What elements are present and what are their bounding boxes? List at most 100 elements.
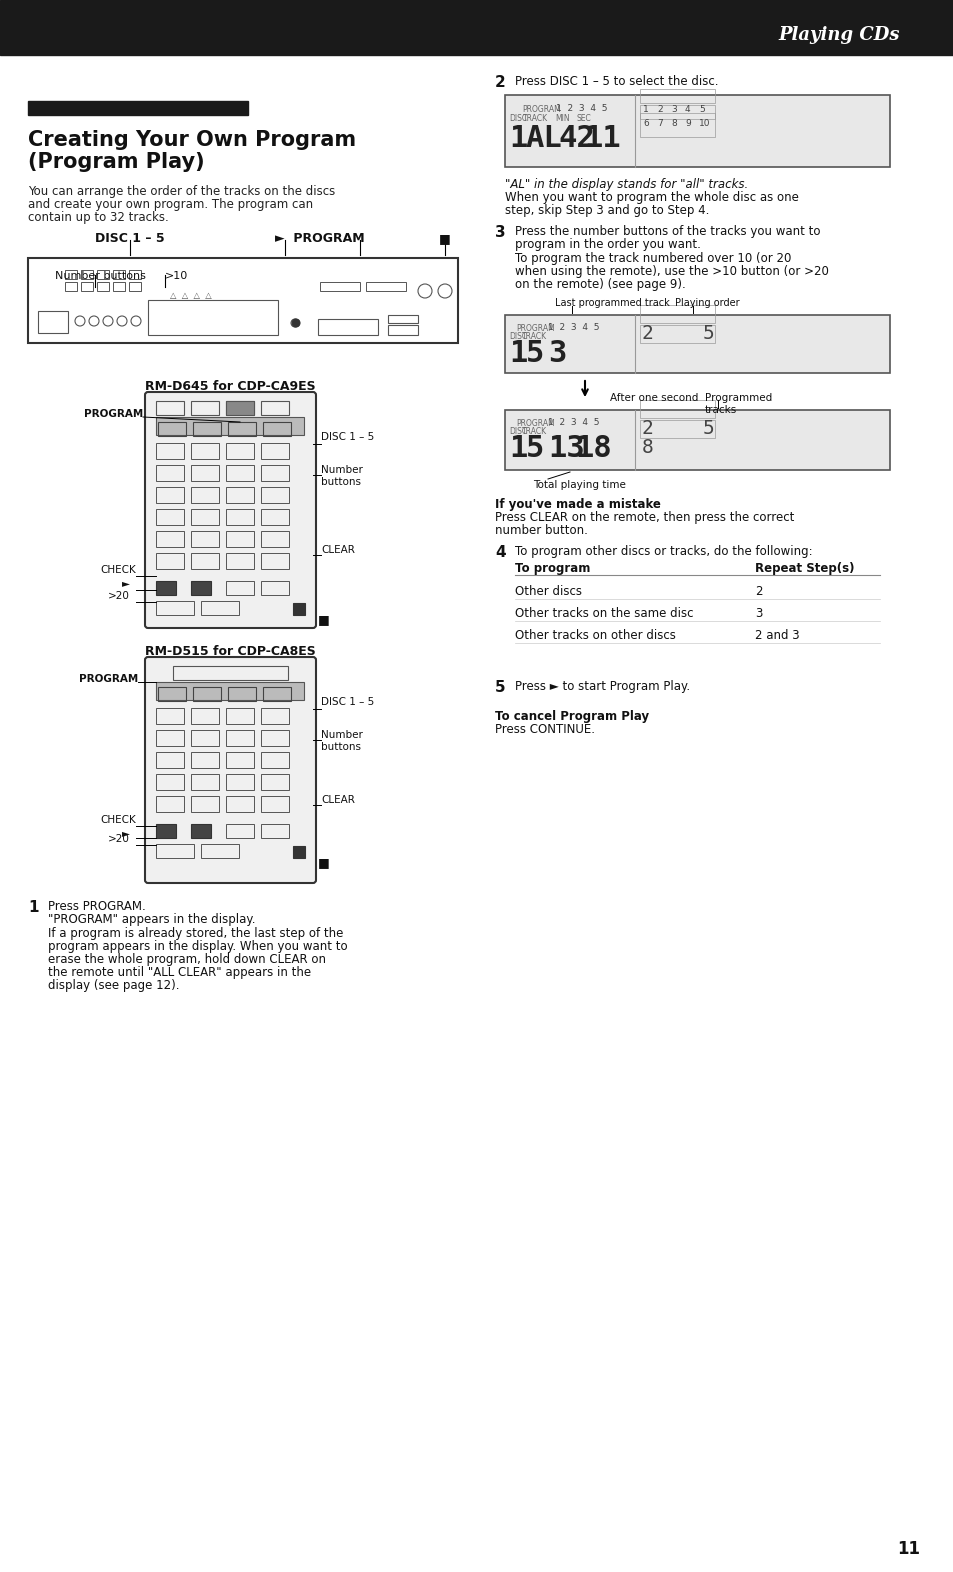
Text: 1: 1	[642, 105, 648, 115]
Bar	[261, 824, 289, 838]
Bar	[226, 443, 253, 459]
Bar	[226, 487, 253, 503]
Text: ■: ■	[317, 857, 330, 869]
Text: 7: 7	[657, 119, 662, 127]
Bar	[261, 582, 289, 594]
Bar	[226, 401, 253, 415]
Text: DISC 1 – 5: DISC 1 – 5	[320, 696, 374, 707]
Text: ■: ■	[438, 233, 451, 245]
Bar	[261, 729, 289, 747]
Text: and create your own program. The program can: and create your own program. The program…	[28, 198, 313, 211]
Bar	[191, 582, 211, 594]
Bar	[261, 751, 289, 769]
Bar	[191, 443, 219, 459]
Bar	[156, 729, 184, 747]
Bar	[261, 707, 289, 725]
Bar	[319, 281, 359, 291]
Bar	[639, 399, 714, 418]
Text: Press CONTINUE.: Press CONTINUE.	[495, 723, 595, 736]
Bar	[261, 509, 289, 525]
Bar	[226, 582, 253, 594]
Bar	[504, 410, 889, 470]
Text: 3: 3	[495, 225, 505, 241]
Bar	[112, 281, 125, 291]
Bar	[261, 553, 289, 569]
Bar	[639, 305, 714, 322]
Bar	[28, 258, 457, 343]
Bar	[263, 687, 291, 701]
Bar	[129, 281, 141, 291]
Text: TRACK: TRACK	[522, 115, 548, 123]
Text: △  △  △  △: △ △ △ △	[170, 291, 212, 300]
Text: 6: 6	[642, 119, 648, 127]
Bar	[191, 465, 219, 481]
Text: display (see page 12).: display (see page 12).	[48, 979, 179, 992]
Bar	[28, 101, 248, 115]
Text: 1  2  3  4  5: 1 2 3 4 5	[556, 104, 607, 113]
Text: 8: 8	[670, 119, 676, 127]
Bar	[156, 487, 184, 503]
Text: 11: 11	[583, 124, 620, 152]
Text: If a program is already stored, the last step of the: If a program is already stored, the last…	[48, 927, 343, 940]
Text: DISC 1 – 5: DISC 1 – 5	[320, 432, 374, 442]
Bar	[929, 0, 953, 13]
Text: 10: 10	[699, 119, 710, 127]
Text: TRACK: TRACK	[521, 428, 547, 435]
Bar	[226, 795, 253, 813]
Text: After one second: After one second	[609, 393, 698, 402]
Text: ►: ►	[122, 578, 130, 588]
Bar	[65, 270, 77, 278]
Bar	[226, 773, 253, 791]
Text: 1  2  3  4  5: 1 2 3 4 5	[547, 418, 598, 428]
Bar	[226, 465, 253, 481]
Text: CLEAR: CLEAR	[320, 545, 355, 555]
Bar	[261, 487, 289, 503]
Text: 1  2  3  4  5: 1 2 3 4 5	[547, 322, 598, 332]
Text: CHECK: CHECK	[100, 814, 136, 825]
Text: Press DISC 1 – 5 to select the disc.: Press DISC 1 – 5 to select the disc.	[515, 75, 718, 88]
Bar	[228, 421, 255, 435]
Text: >20: >20	[108, 591, 130, 601]
Bar	[191, 795, 219, 813]
Bar	[226, 509, 253, 525]
Text: 5: 5	[525, 434, 544, 464]
Text: Playing order: Playing order	[675, 299, 739, 308]
Text: (Program Play): (Program Play)	[28, 152, 204, 171]
Text: TRACK: TRACK	[521, 332, 547, 341]
Text: 5: 5	[525, 340, 544, 368]
Bar	[504, 94, 889, 167]
Text: "AL" in the display stands for "all" tracks.: "AL" in the display stands for "all" tra…	[504, 178, 747, 192]
Bar	[639, 90, 714, 104]
Bar	[293, 846, 305, 858]
Bar	[38, 311, 68, 333]
Bar	[112, 270, 125, 278]
Bar	[263, 421, 291, 435]
Text: Number: Number	[320, 465, 362, 475]
Bar	[226, 401, 253, 415]
Bar	[156, 531, 184, 547]
Text: SEC: SEC	[577, 115, 591, 123]
Text: buttons: buttons	[320, 742, 360, 751]
Bar	[97, 270, 109, 278]
Text: To program: To program	[515, 563, 590, 575]
Bar	[226, 824, 253, 838]
Bar	[191, 553, 219, 569]
Text: "PROGRAM" appears in the display.: "PROGRAM" appears in the display.	[48, 913, 255, 926]
Text: 2: 2	[641, 324, 653, 343]
Bar	[193, 687, 221, 701]
Text: 2 and 3: 2 and 3	[754, 629, 799, 641]
Bar	[228, 687, 255, 701]
Text: When you want to program the whole disc as one: When you want to program the whole disc …	[504, 192, 798, 204]
Text: CLEAR: CLEAR	[320, 795, 355, 805]
Text: To program the track numbered over 10 (or 20: To program the track numbered over 10 (o…	[515, 252, 791, 266]
FancyBboxPatch shape	[145, 657, 315, 883]
Bar	[156, 682, 304, 700]
Text: step, skip Step 3 and go to Step 4.: step, skip Step 3 and go to Step 4.	[504, 204, 709, 217]
Text: 1: 1	[509, 434, 527, 464]
Text: PROGRAM: PROGRAM	[516, 420, 554, 428]
Text: Other tracks on other discs: Other tracks on other discs	[515, 629, 675, 641]
Bar	[293, 604, 305, 615]
Text: buttons: buttons	[320, 476, 360, 487]
Text: 5: 5	[699, 105, 704, 115]
Text: Press PROGRAM.: Press PROGRAM.	[48, 901, 146, 913]
